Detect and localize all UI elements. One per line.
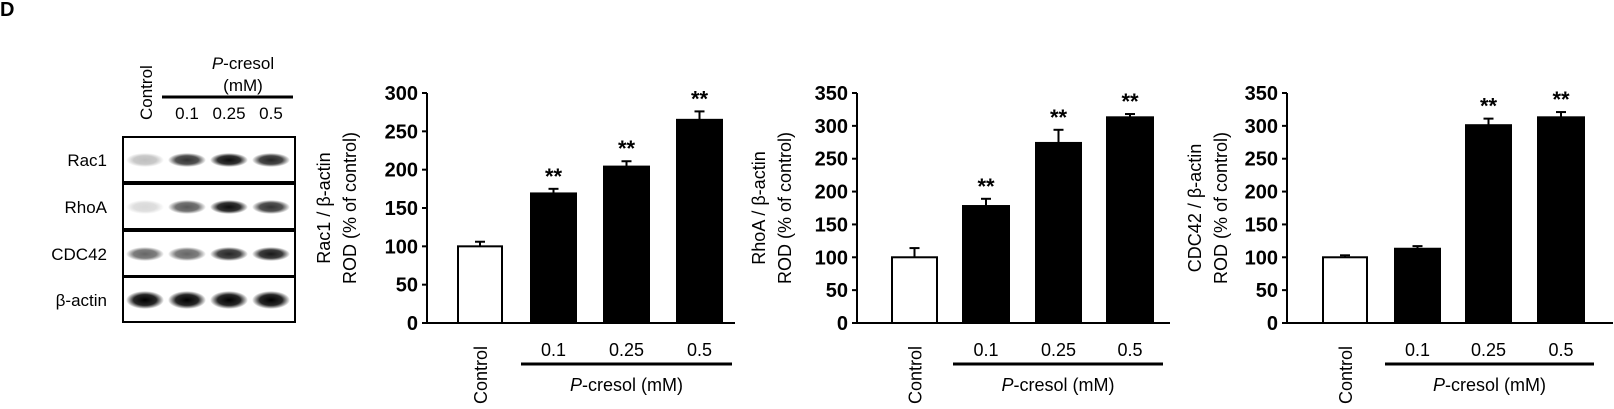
y-tick-label: 350 <box>1245 83 1278 105</box>
significance-marker: ** <box>1480 94 1498 119</box>
y-tick-label: 250 <box>815 149 848 171</box>
bar-Control <box>1322 256 1368 324</box>
blot-band <box>168 200 206 214</box>
x-category-label: Control <box>471 346 491 404</box>
x-category-label: 0.1 <box>973 340 998 360</box>
blot-band <box>210 247 248 261</box>
y-axis-label-line1: RhoA / β-actin <box>749 151 769 264</box>
y-axis-label-line1: CDC42 / β-actin <box>1185 144 1205 272</box>
y-tick-label: 150 <box>385 198 418 220</box>
blot-band <box>126 247 164 261</box>
blot-band <box>210 200 248 214</box>
significance-marker: ** <box>1121 89 1139 114</box>
treatment-unit: (mM) <box>223 76 263 95</box>
y-tick-label: 200 <box>1245 182 1278 204</box>
x-category-label: 0.5 <box>1117 340 1142 360</box>
y-tick-label: 0 <box>837 313 848 335</box>
blot-band <box>126 291 164 309</box>
x-category-label: 0.25 <box>609 340 644 360</box>
y-tick-label: 350 <box>815 83 848 105</box>
dose-label: 0.25 <box>212 104 245 123</box>
bar-chart-2: 0 50 100 150 200 250 300 350 CDC42 / β-actin ROD … <box>1185 83 1613 404</box>
blot-band <box>252 247 290 261</box>
bar-0.5 <box>1106 116 1154 324</box>
bar-Control <box>891 256 938 324</box>
y-tick-label: 200 <box>815 182 848 204</box>
bar-0.25 <box>1465 124 1512 324</box>
x-category-label: 0.25 <box>1041 340 1076 360</box>
y-tick-label: 300 <box>1245 116 1278 138</box>
bar-0.5 <box>1537 116 1585 324</box>
y-tick-label: 100 <box>385 236 418 258</box>
significance-marker: ** <box>545 164 563 189</box>
y-tick-label: 300 <box>385 83 418 105</box>
western-blot: Control P-cresol (mM) 0.1 0.25 0.5 Rac1 RhoA CDC… <box>51 54 296 323</box>
blot-band <box>210 153 248 167</box>
y-tick-label: 50 <box>826 280 848 302</box>
x-axis-label: P-cresol (mM) <box>1433 375 1546 395</box>
dose-label: 0.1 <box>175 104 199 123</box>
blot-band <box>210 291 248 309</box>
bar-0.5 <box>676 118 723 325</box>
bar-Control <box>457 245 503 324</box>
y-tick-label: 0 <box>1267 313 1278 335</box>
bar-chart-1: 0 50 100 150 200 250 300 350 RhoA / β-actin ROD (… <box>749 83 1170 404</box>
bar-0.1 <box>962 205 1010 324</box>
significance-marker: ** <box>1050 105 1068 130</box>
bar-0.1 <box>530 192 577 324</box>
bar-0.25 <box>603 165 650 324</box>
blot-row-label: CDC42 <box>51 245 107 264</box>
x-category-label: 0.5 <box>687 340 712 360</box>
dose-label: 0.5 <box>259 104 283 123</box>
x-category-label: 0.5 <box>1548 340 1573 360</box>
significance-marker: ** <box>1552 87 1570 112</box>
blot-band <box>252 291 290 309</box>
y-tick-label: 300 <box>815 116 848 138</box>
bar-charts: 0 50 100 150 200 250 300 Rac1 / β-actin ROD (% o… <box>314 83 1613 404</box>
treatment-label: P-cresol <box>212 54 274 73</box>
y-tick-label: 250 <box>1245 149 1278 171</box>
blot-band <box>168 291 206 309</box>
blot-row-label: RhoA <box>64 198 107 217</box>
y-tick-label: 0 <box>407 313 418 335</box>
y-axis-label-line1: Rac1 / β-actin <box>314 152 334 263</box>
x-category-label: Control <box>906 346 926 404</box>
blot-band <box>126 200 164 214</box>
bar-chart-0: 0 50 100 150 200 250 300 Rac1 / β-actin ROD (% o… <box>314 83 735 404</box>
y-tick-label: 200 <box>385 160 418 182</box>
y-axis-label-line2: ROD (% of control) <box>1211 132 1231 284</box>
x-category-label: 0.1 <box>541 340 566 360</box>
y-tick-label: 100 <box>1245 247 1278 269</box>
y-tick-label: 150 <box>815 214 848 236</box>
y-axis-label-line2: ROD (% of control) <box>340 132 360 284</box>
y-tick-label: 250 <box>385 121 418 143</box>
y-tick-label: 50 <box>396 275 418 297</box>
panel-label: D <box>0 0 14 21</box>
bar-0.25 <box>1035 141 1082 324</box>
y-tick-label: 150 <box>1245 214 1278 236</box>
significance-marker: ** <box>977 174 995 199</box>
y-axis-label-line2: ROD (% of control) <box>775 132 795 284</box>
blot-row-label: Rac1 <box>67 151 107 170</box>
blot-row-label: β-actin <box>56 291 107 310</box>
lane-label-control: Control <box>137 65 156 120</box>
x-axis-label: P-cresol (mM) <box>570 375 683 395</box>
blot-band <box>252 200 290 214</box>
blot-band <box>126 153 164 167</box>
x-axis-label: P-cresol (mM) <box>1001 375 1114 395</box>
y-tick-label: 50 <box>1256 280 1278 302</box>
blot-band <box>168 247 206 261</box>
significance-marker: ** <box>691 86 709 111</box>
y-tick-label: 100 <box>815 247 848 269</box>
x-category-label: 0.25 <box>1471 340 1506 360</box>
x-category-label: 0.1 <box>1405 340 1430 360</box>
bar-0.1 <box>1394 247 1441 324</box>
blot-band <box>252 153 290 167</box>
x-category-label: Control <box>1336 346 1356 404</box>
blot-band <box>168 153 206 167</box>
significance-marker: ** <box>618 136 636 161</box>
